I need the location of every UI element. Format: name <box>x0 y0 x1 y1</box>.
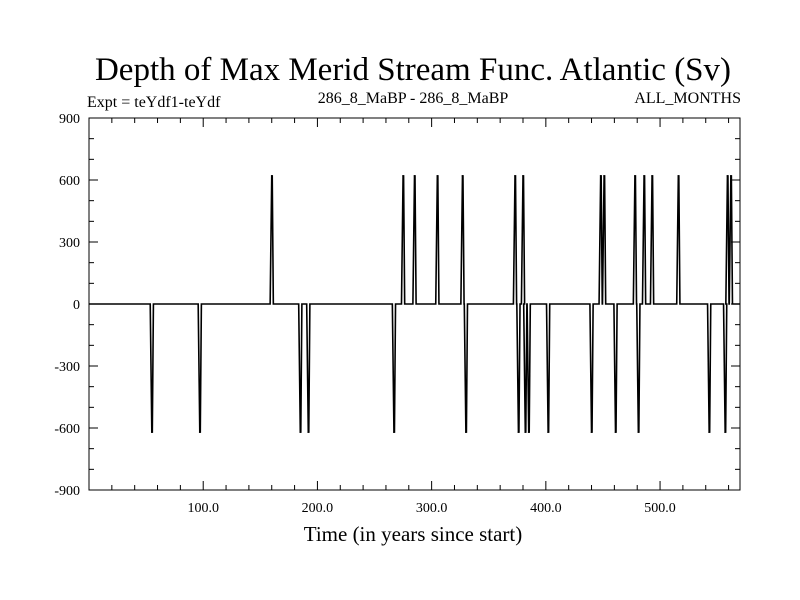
spike-point <box>522 175 524 177</box>
spike-point <box>461 175 464 177</box>
spike-point <box>436 175 439 177</box>
chart-title: Depth of Max Merid Stream Func. Atlantic… <box>95 52 731 88</box>
y-tick-label: 300 <box>59 236 80 251</box>
experiment-label: Expt = teYdf1-teYdf <box>87 94 221 111</box>
spike-point <box>527 431 530 433</box>
x-tick-label: 200.0 <box>302 501 334 516</box>
spike-point <box>726 175 729 177</box>
y-tick-label: 0 <box>73 298 80 313</box>
x-axis: 100.0 200.0 300.0 400.0 500.0 <box>111 118 730 516</box>
spike-point <box>730 175 732 177</box>
series-line <box>89 175 740 433</box>
x-tick-label: 500.0 <box>644 501 676 516</box>
spike-point <box>465 431 467 433</box>
spike-point <box>198 431 201 433</box>
y-axis: -900 -600 -300 0 300 600 900 <box>54 112 740 499</box>
spike-point <box>590 431 593 433</box>
spike-point <box>634 175 636 177</box>
months-label: ALL_MONTHS <box>634 90 741 107</box>
spike-point <box>307 431 310 433</box>
spike-point <box>643 175 645 177</box>
series-layer <box>89 175 740 433</box>
spike-point <box>708 431 710 433</box>
x-axis-label: Time (in years since start) <box>304 522 523 546</box>
spike-point <box>299 431 302 433</box>
x-tick-label: 100.0 <box>187 501 219 516</box>
y-tick-label: -600 <box>54 422 80 437</box>
y-tick-label: 600 <box>59 174 80 189</box>
spike-point <box>547 431 549 433</box>
spike-point <box>524 431 527 433</box>
spike-point <box>651 175 653 177</box>
period-label: 286_8_MaBP - 286_8_MaBP <box>318 90 509 107</box>
spike-point <box>614 431 617 433</box>
y-tick-label: 900 <box>59 112 80 127</box>
spike-point <box>151 431 153 433</box>
x-tick-label: 300.0 <box>416 501 448 516</box>
spike-point <box>402 175 404 177</box>
y-tick-label: -900 <box>54 484 80 499</box>
spike-point <box>517 431 520 433</box>
spike-point <box>270 175 273 177</box>
spike-point <box>413 175 416 177</box>
spike-point <box>393 431 395 433</box>
spike-point <box>603 175 605 177</box>
x-tick-label: 400.0 <box>530 501 562 516</box>
spike-point <box>637 431 640 433</box>
y-tick-label: -300 <box>54 360 80 375</box>
spike-point <box>677 175 680 177</box>
spike-point <box>599 175 602 177</box>
spike-point <box>724 431 726 433</box>
spike-point <box>514 175 516 177</box>
